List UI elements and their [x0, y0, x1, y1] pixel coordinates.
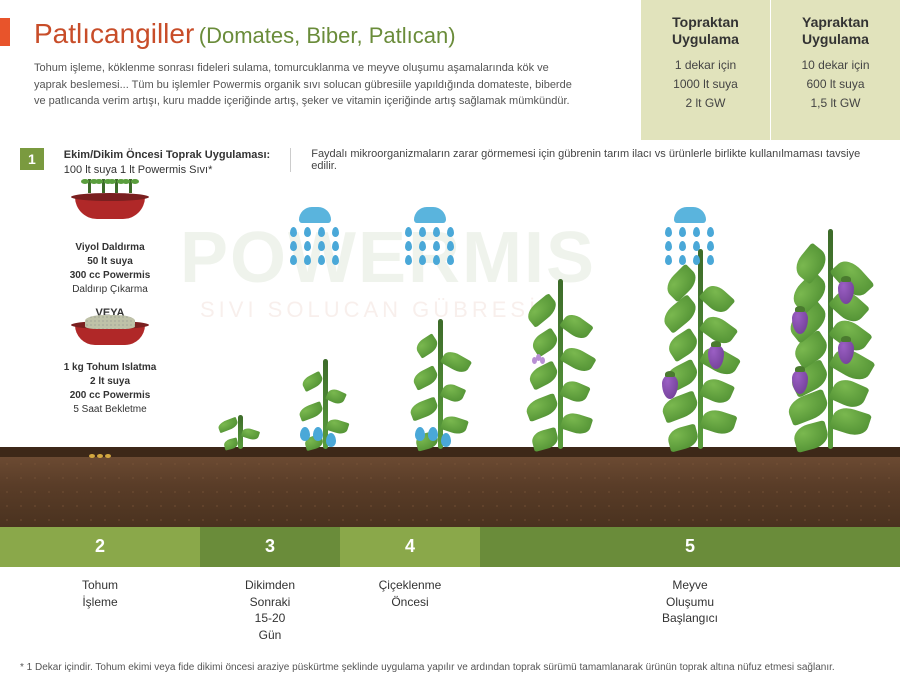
timeline-segment: 4: [340, 527, 480, 567]
prep-line: 50 lt suya: [87, 256, 133, 267]
watermark-logo: POWERMIS: [180, 217, 596, 299]
app-box-soil: Topraktan Uygulama 1 dekar için 1000 lt …: [640, 0, 770, 140]
seed-tray-icon: [20, 325, 200, 357]
application-boxes: Topraktan Uygulama 1 dekar için 1000 lt …: [640, 0, 900, 140]
step1-badge: 1: [20, 148, 44, 170]
prep-block: Viyol Daldırma 50 lt suya 300 cc Powermi…: [20, 197, 200, 427]
shower-icon: [665, 207, 715, 265]
title-main: Patlıcangiller: [20, 18, 194, 49]
timeline-labels: TohumİşlemeDikimdenSonraki15-20GünÇiçekl…: [0, 567, 900, 644]
soil-layer: [0, 457, 900, 527]
timeline-label: Tohumİşleme: [0, 577, 200, 644]
prep-line: Daldırıp Çıkarma: [72, 284, 148, 295]
prep-line: 200 cc Powermis: [70, 390, 151, 401]
prep-line: 1 kg Tohum Islatma: [64, 362, 157, 373]
plant-stage-6: [810, 229, 850, 449]
plant-stage-5: [680, 249, 720, 449]
plant-stage-4: [540, 279, 580, 449]
water-drop-icon: [300, 427, 336, 447]
prep-line: 300 cc Powermis: [70, 270, 151, 281]
app-line: 1 dekar için: [651, 56, 760, 75]
timeline-label: MeyveOluşumuBaşlangıcı: [480, 577, 900, 644]
app-line: 600 lt suya: [781, 75, 890, 94]
title-sub: (Domates, Biber, Patlıcan): [199, 23, 456, 48]
app-line: 10 dekar için: [781, 56, 890, 75]
badge-number: 1: [20, 148, 44, 170]
seed-text: 1 kg Tohum Islatma 2 lt suya 200 cc Powe…: [20, 361, 200, 417]
step1-text: Ekim/Dikim Öncesi Toprak Uygulaması: 100…: [64, 148, 270, 179]
timeline-segment: 2: [0, 527, 200, 567]
app-title: Yapraktan Uygulama: [781, 14, 890, 48]
app-line: 2 lt GW: [651, 94, 760, 113]
shower-icon: [290, 207, 340, 265]
step1-title: Ekim/Dikim Öncesi Toprak Uygulaması:: [64, 149, 270, 161]
watermark-tagline: SIVI SOLUCAN GÜBRESİ: [200, 297, 539, 323]
header: Patlıcangiller (Domates, Biber, Patlıcan…: [0, 0, 900, 140]
step1-detail: 100 lt suya 1 lt Powermis Sıvı*: [64, 164, 213, 176]
timeline-label: DikimdenSonraki15-20Gün: [200, 577, 340, 644]
tray-text: Viyol Daldırma 50 lt suya 300 cc Powermi…: [20, 241, 200, 297]
growth-diagram: POWERMIS SIVI SOLUCAN GÜBRESİ Viyol Dald…: [0, 187, 900, 527]
advisory-text: Faydalı mikroorganizmaların zarar görmem…: [290, 148, 880, 172]
accent-bar: [0, 18, 10, 46]
seedling-tray-icon: [20, 197, 200, 237]
shower-icon: [405, 207, 455, 265]
app-box-foliar: Yapraktan Uygulama 10 dekar için 600 lt …: [770, 0, 900, 140]
page-title: Patlıcangiller (Domates, Biber, Patlıcan…: [20, 18, 620, 50]
app-line: 1000 lt suya: [651, 75, 760, 94]
footnote: * 1 Dekar içindir. Tohum ekimi veya fide…: [0, 644, 900, 673]
timeline-segment: 3: [200, 527, 340, 567]
description: Tohum işleme, köklenme sonrası fideleri …: [20, 50, 620, 110]
prep-line: 5 Saat Bekletme: [73, 404, 146, 415]
prep-line: 2 lt suya: [90, 376, 130, 387]
app-line: 1,5 lt GW: [781, 94, 890, 113]
prep-line: Viyol Daldırma: [75, 242, 144, 253]
seeds-icon: [88, 445, 112, 463]
header-left: Patlıcangiller (Domates, Biber, Patlıcan…: [0, 0, 640, 140]
water-drop-icon: [415, 427, 451, 447]
app-title: Topraktan Uygulama: [651, 14, 760, 48]
timeline-bar: 2345: [0, 527, 900, 567]
timeline-label: ÇiçeklenmeÖncesi: [340, 577, 480, 644]
plant-stage-1: [220, 415, 260, 449]
timeline-segment: 5: [480, 527, 900, 567]
